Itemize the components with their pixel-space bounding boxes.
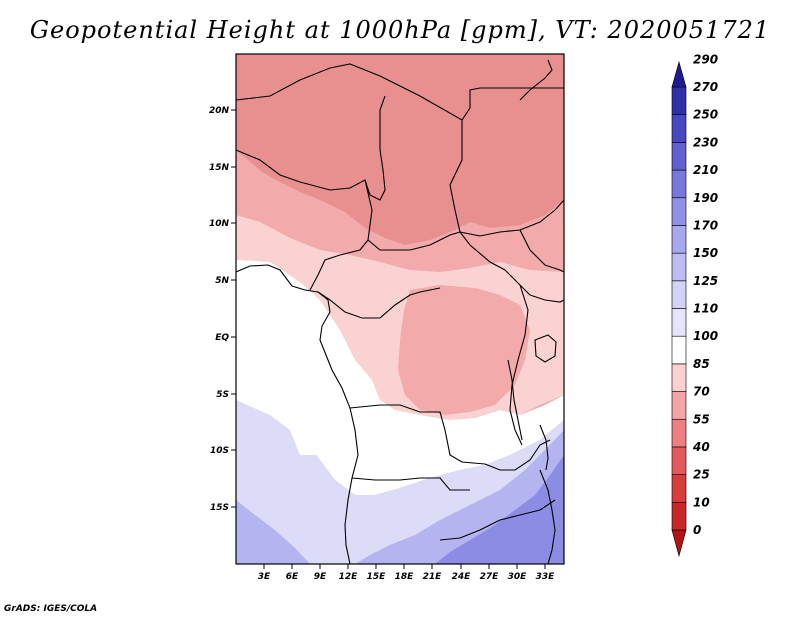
colorbar-bin: [671, 335, 687, 365]
lat-tick-label: 20N: [209, 106, 230, 116]
lake-victoria: [534, 334, 557, 363]
colorbar-bin: [671, 225, 687, 254]
lon-tick-label: 12E: [339, 572, 359, 582]
colorbar-label: 70: [693, 385, 710, 399]
colorbar-bin: [671, 363, 687, 392]
grads-credit: GrADS: IGES/COLA: [4, 604, 98, 614]
colorbar-label: 55: [693, 412, 710, 426]
colorbar-label: 170: [693, 218, 718, 232]
colorbar-bin: [671, 142, 687, 171]
lat-tick-label: EQ: [215, 333, 229, 343]
colorbar-label: 10: [693, 495, 710, 509]
red-sea-coast: [519, 59, 553, 101]
border-chad-sudan: [449, 120, 564, 237]
colorbar-label: 110: [693, 302, 718, 316]
lon-tick-label: 15E: [367, 572, 387, 582]
lon-tick-label: 33E: [536, 572, 556, 582]
colorbar-label: 250: [693, 108, 718, 122]
lake-malawi: [539, 424, 549, 471]
border-zimbabwe: [439, 499, 556, 541]
border-angola-south: [351, 477, 470, 491]
border-sahel: [236, 95, 386, 201]
chart-title: Geopotential Height at 1000hPa [gpm], VT…: [29, 16, 771, 44]
field-mid-congo: [398, 285, 530, 415]
shaded-field: [236, 54, 564, 564]
lon-tick-label: 30E: [508, 572, 528, 582]
border-mozambique: [539, 469, 556, 564]
map-frame: [235, 53, 565, 565]
lon-tick-label: 9E: [314, 572, 327, 582]
colorbar-bin: [671, 114, 687, 143]
lat-tick-label: 15N: [209, 163, 230, 173]
colorbar-bin: [671, 197, 687, 226]
lon-tick-label: 6E: [286, 572, 299, 582]
colorbar-label: 270: [693, 80, 718, 94]
field-blue-mid-sw: [236, 500, 310, 564]
lat-tick-label: 5S: [216, 390, 229, 400]
colorbar-bin: [671, 391, 687, 420]
field-ocean-white: [236, 268, 345, 455]
lon-tick-label: 27E: [480, 572, 500, 582]
colorbar: 0 10 25 40 55 70 85 100 110 125 150 170 190 210 230 250…: [671, 52, 718, 558]
lon-ticks: 3E 6E 9E 12E 15E 18E 21E 24E 27E 30E 33E: [258, 564, 555, 582]
colorbar-bin: [671, 418, 687, 448]
colorbar-bin: [671, 474, 687, 503]
field-dark-north: [236, 54, 564, 245]
border-ethiopia: [519, 229, 564, 273]
border-angola-drc: [349, 404, 486, 465]
colorbar-bin: [671, 308, 687, 337]
lat-tick-label: 15S: [210, 503, 229, 513]
colorbar-bin: [671, 502, 687, 531]
coastlines-borders: [236, 59, 564, 564]
colorbar-label: 40: [692, 440, 710, 454]
border-kenya-uganda: [529, 294, 564, 303]
colorbar-label: 290: [693, 52, 718, 66]
colorbar-bin: [671, 169, 687, 199]
west-coastline: [236, 264, 359, 564]
border-zambia: [484, 439, 551, 471]
colorbar-bin: [671, 86, 687, 115]
lat-tick-label: 5N: [215, 276, 229, 286]
lake-tanganyika: [507, 359, 523, 441]
colorbar-label: 100: [693, 329, 718, 343]
border-drc-east: [509, 284, 529, 446]
colorbar-label: 190: [693, 191, 718, 205]
colorbar-label: 85: [693, 357, 710, 371]
border-congo: [317, 287, 441, 319]
lon-tick-label: 24E: [452, 572, 472, 582]
colorbar-label: 125: [693, 274, 718, 288]
colorbar-label: 25: [693, 468, 710, 482]
colorbar-label: 150: [693, 246, 718, 260]
field-blue-dark-se: [435, 455, 564, 564]
colorbar-bin: [671, 280, 687, 309]
lat-tick-label: 10S: [210, 446, 229, 456]
lon-tick-label: 3E: [258, 572, 271, 582]
lat-tick-label: 10N: [209, 219, 230, 229]
border-north-sahara: [236, 63, 564, 121]
lon-tick-label: 21E: [423, 572, 443, 582]
colorbar-label: 210: [693, 163, 718, 177]
colorbar-label: 0: [693, 523, 701, 537]
colorbar-bin: [671, 60, 687, 88]
colorbar-bin: [671, 446, 687, 475]
colorbar-bin: [671, 529, 687, 558]
border-car: [367, 231, 531, 296]
lat-ticks: 20N 15N 10N 5N EQ 5S 10S 15S: [209, 106, 236, 513]
border-nigeria-cameroon: [309, 179, 373, 291]
colorbar-label: 230: [693, 135, 718, 149]
colorbar-bin: [671, 252, 687, 282]
lon-tick-label: 18E: [395, 572, 415, 582]
